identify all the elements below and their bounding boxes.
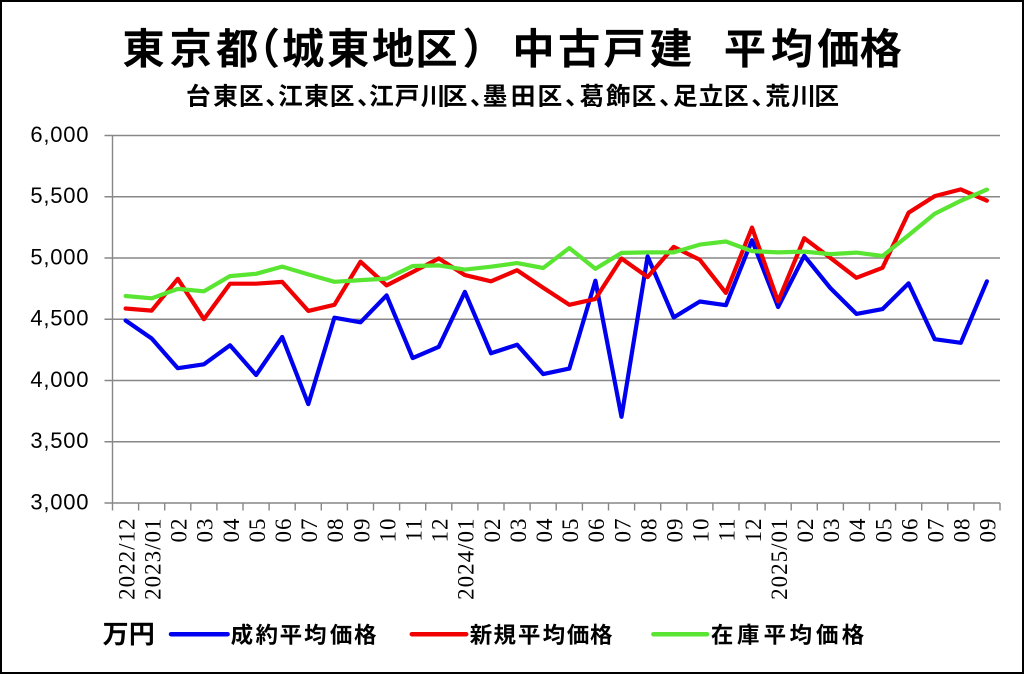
svg-text:06: 06 — [897, 518, 922, 543]
svg-text:08: 08 — [323, 518, 348, 543]
svg-text:03: 03 — [193, 518, 218, 543]
svg-text:3,500: 3,500 — [30, 428, 89, 453]
svg-text:10: 10 — [689, 518, 714, 543]
svg-text:6,000: 6,000 — [30, 122, 89, 147]
svg-text:02: 02 — [793, 518, 818, 543]
svg-text:5,500: 5,500 — [30, 183, 89, 208]
svg-text:2023/01: 2023/01 — [141, 518, 166, 600]
svg-text:5,000: 5,000 — [30, 244, 89, 269]
svg-text:2025/01: 2025/01 — [767, 518, 792, 600]
svg-text:2024/01: 2024/01 — [454, 518, 479, 600]
svg-text:3,000: 3,000 — [30, 489, 89, 514]
svg-text:02: 02 — [480, 518, 505, 543]
svg-text:04: 04 — [845, 518, 870, 543]
svg-text:03: 03 — [819, 518, 844, 543]
svg-text:4,500: 4,500 — [30, 306, 89, 331]
svg-text:04: 04 — [532, 518, 557, 543]
svg-text:08: 08 — [636, 518, 661, 543]
svg-text:07: 07 — [924, 518, 949, 543]
svg-text:09: 09 — [976, 518, 1001, 543]
svg-text:04: 04 — [219, 518, 244, 543]
svg-text:12: 12 — [428, 518, 453, 543]
svg-text:07: 07 — [297, 518, 322, 543]
svg-text:07: 07 — [610, 518, 635, 543]
svg-text:4,000: 4,000 — [30, 367, 89, 392]
svg-text:11: 11 — [715, 518, 740, 542]
svg-text:09: 09 — [663, 518, 688, 543]
svg-text:10: 10 — [375, 518, 400, 543]
svg-text:11: 11 — [402, 518, 427, 542]
svg-text:08: 08 — [950, 518, 975, 543]
svg-text:06: 06 — [584, 518, 609, 543]
svg-text:09: 09 — [349, 518, 374, 543]
svg-text:02: 02 — [167, 518, 192, 543]
svg-text:05: 05 — [245, 518, 270, 543]
svg-text:05: 05 — [871, 518, 896, 543]
svg-text:03: 03 — [506, 518, 531, 543]
svg-text:2022/12: 2022/12 — [114, 518, 139, 600]
svg-text:05: 05 — [558, 518, 583, 543]
svg-text:12: 12 — [741, 518, 766, 543]
svg-text:06: 06 — [271, 518, 296, 543]
